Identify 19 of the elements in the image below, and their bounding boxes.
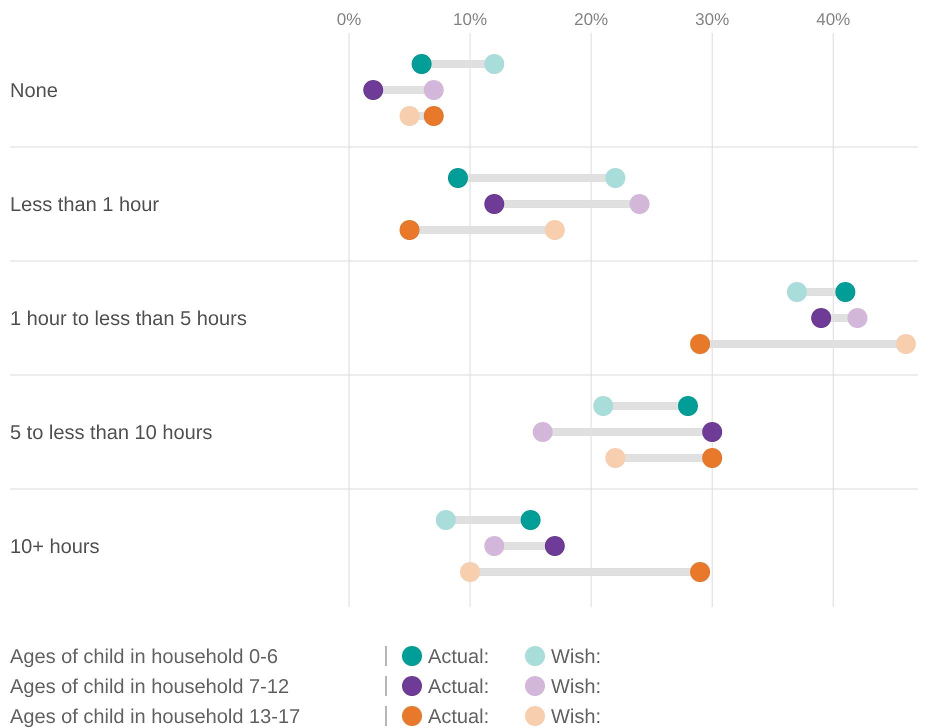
y-tick-label: 5 to less than 10 hours — [10, 422, 212, 444]
x-tick-label: 0% — [336, 10, 362, 29]
x-tick-label: 10% — [453, 10, 488, 29]
y-tick-label: None — [10, 80, 58, 102]
text: Ages of child in household 0-6 — [10, 646, 278, 668]
text: Ages of child in household 13-17 — [10, 706, 300, 728]
x-tick-label: 20% — [574, 10, 608, 29]
y-tick-label: Less than 1 hour — [10, 194, 160, 216]
legend-label: Wish: — [551, 706, 601, 728]
y-tick-label: 10+ hours — [10, 536, 100, 558]
x-tick-label: 30% — [695, 10, 730, 29]
text: Ages of child in household 7-12 — [10, 676, 290, 698]
legend-label: Wish: — [551, 646, 601, 668]
legend-label: Wish: — [551, 676, 601, 698]
legend-label: Actual: — [428, 646, 490, 668]
y-tick-label: 1 hour to less than 5 hours — [10, 308, 247, 330]
legend-label: Actual: — [428, 706, 490, 728]
x-tick-label: 40% — [816, 10, 850, 29]
legend-label: Actual: — [428, 676, 490, 698]
